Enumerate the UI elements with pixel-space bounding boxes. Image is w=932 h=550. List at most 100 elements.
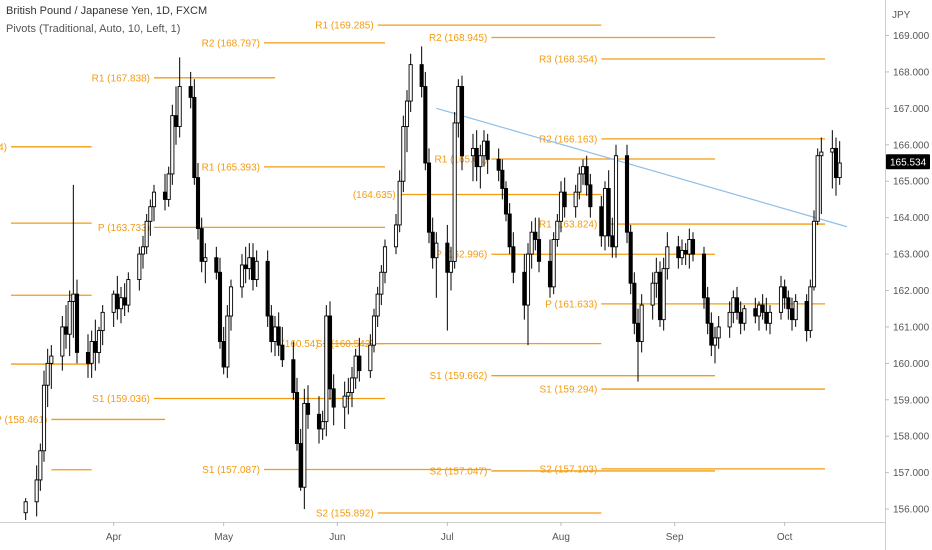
candle-body-up bbox=[60, 326, 65, 357]
y-tick-label: 166.000 bbox=[893, 140, 930, 151]
candle bbox=[401, 115, 406, 193]
candle bbox=[74, 279, 80, 364]
candle-body-down bbox=[445, 242, 450, 273]
candle bbox=[316, 396, 322, 444]
candle bbox=[85, 334, 91, 378]
candle bbox=[353, 348, 358, 389]
y-tick-label: 158.000 bbox=[893, 432, 930, 443]
candle bbox=[140, 235, 146, 269]
candle bbox=[327, 301, 333, 400]
candle-body-up bbox=[456, 86, 461, 124]
candle bbox=[584, 155, 589, 196]
candle bbox=[239, 254, 245, 298]
pivot-level: R1 (167.838) bbox=[92, 73, 275, 84]
candle bbox=[551, 232, 556, 295]
pivot-level: S1 (160.542) bbox=[316, 339, 602, 350]
candle-body-up bbox=[379, 271, 384, 295]
last-price-label: 165.534 bbox=[890, 157, 927, 168]
y-tick-label: 160.000 bbox=[893, 359, 930, 370]
candle bbox=[375, 286, 380, 327]
candle-body-down bbox=[709, 322, 714, 346]
candle-body-down bbox=[188, 86, 193, 98]
candle-body-down bbox=[294, 392, 300, 444]
candle-body-up bbox=[148, 206, 153, 222]
candle-body-up bbox=[89, 341, 94, 364]
candle-body-down bbox=[734, 297, 740, 313]
candle bbox=[811, 210, 817, 291]
candle-body-up bbox=[448, 260, 454, 273]
candle bbox=[819, 137, 824, 214]
candle-body-down bbox=[173, 115, 179, 128]
candle bbox=[764, 297, 769, 331]
candle bbox=[228, 279, 234, 331]
candle bbox=[485, 133, 490, 174]
candle bbox=[379, 265, 384, 306]
candle-body-down bbox=[760, 304, 765, 313]
x-tick-label: Oct bbox=[777, 532, 793, 543]
candle-body-up bbox=[38, 450, 43, 481]
pivot-label: (160.54) bbox=[281, 339, 318, 350]
candle-body-down bbox=[683, 249, 688, 255]
candle bbox=[786, 290, 791, 320]
y-tick-label: 159.000 bbox=[893, 395, 930, 406]
candle-body-down bbox=[632, 282, 637, 324]
pivot-label: R3 (168.354) bbox=[539, 55, 597, 66]
pivot-label: P (162.996) bbox=[435, 250, 487, 261]
candle bbox=[529, 221, 534, 269]
candle-body-up bbox=[23, 501, 28, 514]
candle-body-down bbox=[804, 300, 809, 332]
pivot-level: S2 (157.047) bbox=[430, 466, 715, 477]
candle bbox=[639, 294, 644, 353]
candle-body-down bbox=[536, 239, 542, 262]
candle bbox=[716, 316, 721, 349]
candle bbox=[93, 319, 98, 371]
candle bbox=[727, 301, 732, 338]
candle-body-down bbox=[199, 228, 204, 262]
pivot-label: S2 (157.047) bbox=[430, 466, 488, 477]
y-tick-label: 165.000 bbox=[893, 177, 930, 188]
y-tick-label: 164.000 bbox=[893, 213, 930, 224]
pivot-level: R1 (165.944) bbox=[0, 142, 92, 153]
last-price-tag: 165.534 bbox=[886, 154, 930, 170]
candle bbox=[269, 305, 274, 353]
candle-body-up bbox=[525, 253, 531, 306]
candle-body-down bbox=[635, 322, 641, 342]
candle bbox=[100, 305, 105, 346]
candle bbox=[49, 345, 54, 389]
candle bbox=[115, 275, 120, 320]
price-axis[interactable]: JPY 156.000 157.000 158.000 159.000 160.000 1… bbox=[885, 0, 930, 550]
candle-body-up bbox=[140, 246, 146, 255]
candle-body-up bbox=[808, 286, 813, 332]
candle bbox=[298, 428, 303, 491]
candle bbox=[782, 279, 787, 309]
pivot-level: S1 (159.036) bbox=[92, 394, 385, 405]
candle bbox=[562, 177, 567, 218]
candle bbox=[221, 326, 226, 375]
candle-body-down bbox=[122, 297, 127, 306]
candle-body-up bbox=[382, 246, 388, 273]
candle bbox=[738, 301, 743, 335]
candle bbox=[302, 388, 307, 510]
candle-body-down bbox=[474, 147, 479, 168]
y-tick-label: 168.000 bbox=[893, 67, 930, 78]
candle bbox=[665, 232, 670, 280]
pivot-label: S2 (155.892) bbox=[316, 509, 374, 520]
candle bbox=[525, 243, 531, 346]
candle bbox=[456, 79, 461, 138]
candle-body-up bbox=[203, 257, 208, 262]
time-axis[interactable]: Apr May Jun Jul Aug Sep Oct bbox=[0, 522, 885, 543]
trendline[interactable] bbox=[436, 107, 848, 228]
candle bbox=[815, 148, 820, 225]
candle bbox=[342, 381, 347, 429]
candle bbox=[247, 243, 252, 280]
candle-body-down bbox=[459, 86, 465, 157]
candle-body-up bbox=[558, 191, 564, 222]
candle bbox=[45, 348, 50, 408]
pivot-label: R2 (168.797) bbox=[202, 38, 260, 49]
candle-body-down bbox=[522, 271, 527, 306]
candle-body-down bbox=[93, 341, 98, 353]
candle-body-up bbox=[665, 246, 670, 270]
candle bbox=[430, 217, 435, 269]
candle bbox=[452, 112, 457, 269]
